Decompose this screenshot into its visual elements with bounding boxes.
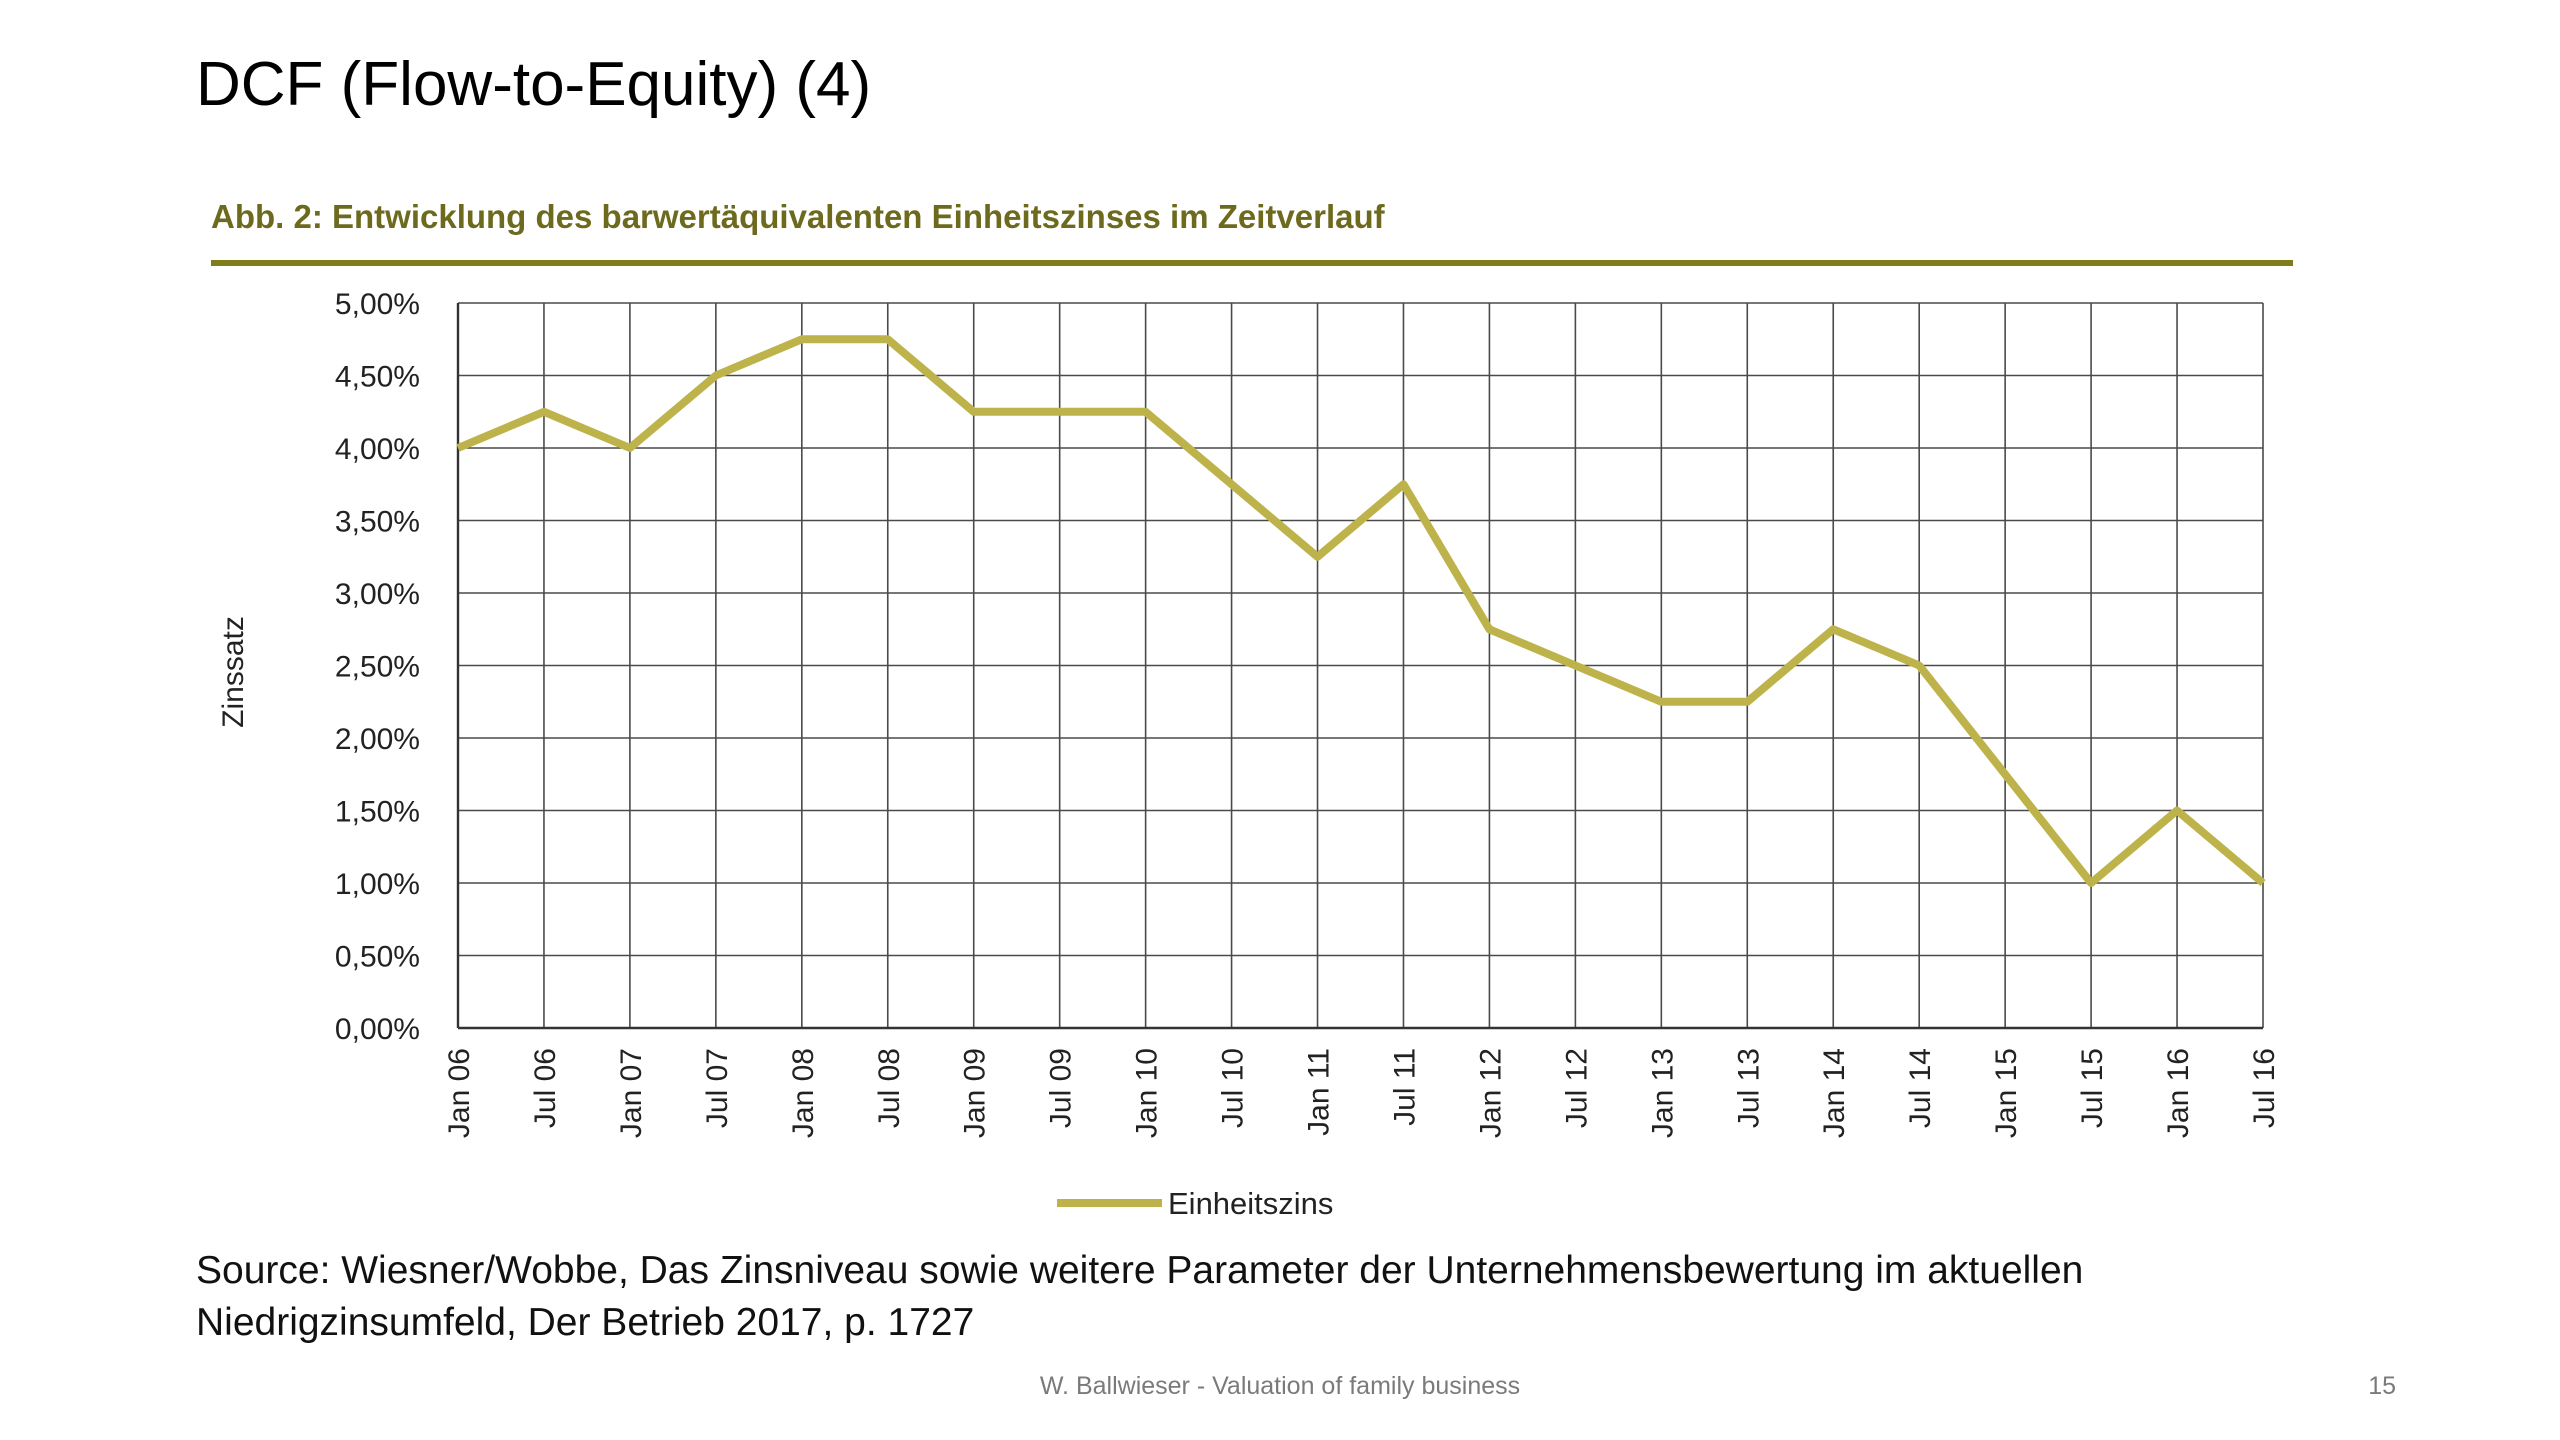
x-tick-label: Jul 15 <box>2076 1048 2109 1128</box>
y-tick-label: 1,00% <box>335 868 420 901</box>
y-tick-label: 3,50% <box>335 506 420 539</box>
x-tick-label: Jul 07 <box>701 1048 734 1128</box>
x-tick-label: Jan 11 <box>1303 1048 1336 1136</box>
x-tick-label: Jan 09 <box>959 1048 992 1138</box>
chart-grid <box>456 302 2264 1030</box>
x-tick-label: Jan 10 <box>1131 1048 1164 1138</box>
x-tick-label: Jul 11 <box>1388 1048 1421 1126</box>
y-tick-label: 1,50% <box>335 796 420 829</box>
x-tick-label: Jul 06 <box>529 1048 562 1128</box>
series-layer <box>456 335 2266 887</box>
x-tick-label: Jan 13 <box>1646 1048 1679 1138</box>
x-tick-label: Jan 14 <box>1818 1048 1851 1138</box>
legend: Einheitszins <box>1057 1186 1333 1221</box>
x-tick-label: Jul 16 <box>2248 1048 2281 1128</box>
x-tick-label: Jan 12 <box>1474 1048 1507 1138</box>
source-line-1: Source: Wiesner/Wobbe, Das Zinsniveau so… <box>196 1249 2084 1292</box>
y-axis-label: Zinssatz <box>217 616 250 728</box>
line-chart: 0,00% 0,50% 1,00% 1,50% 2,00% 2,50% 3,00% 3,50%… <box>217 288 2281 1221</box>
source-citation: Source: Wiesner/Wobbe, Das Zinsniveau so… <box>196 1245 2396 1349</box>
y-tick-label: 4,50% <box>335 361 420 394</box>
chart-title: Abb. 2: Entwicklung des barwertäquivalen… <box>211 198 1385 235</box>
slide-title: DCF (Flow-to-Equity) (4) <box>196 50 872 119</box>
x-tick-label: Jul 13 <box>1732 1048 1765 1128</box>
y-tick-label: 0,00% <box>335 1013 420 1046</box>
y-tick-label: 2,50% <box>335 651 420 684</box>
y-axis-ticks: 0,00% 0,50% 1,00% 1,50% 2,00% 2,50% 3,00% 3,50%… <box>335 288 420 1046</box>
page-number: 15 <box>2368 1372 2396 1400</box>
x-tick-label: Jul 08 <box>873 1048 906 1128</box>
y-tick-label: 4,00% <box>335 433 420 466</box>
x-axis-ticks: Jan 06 Jul 06 Jan 07 Jul 07 Jan 08 Jul 08 Jan … <box>443 1048 2281 1138</box>
x-tick-label: Jul 14 <box>1904 1048 1937 1128</box>
y-tick-label: 5,00% <box>335 288 420 321</box>
x-tick-label: Jul 12 <box>1560 1048 1593 1128</box>
x-tick-label: Jan 16 <box>2162 1048 2195 1138</box>
series-line <box>456 335 2266 887</box>
y-tick-label: 3,00% <box>335 578 420 611</box>
footer-text: W. Ballwieser - Valuation of family busi… <box>1039 1372 1521 1400</box>
x-tick-label: Jul 09 <box>1045 1048 1078 1128</box>
caption-rule <box>211 260 2293 266</box>
x-tick-label: Jan 07 <box>615 1048 648 1138</box>
source-line-2: Niedrigzinsumfeld, Der Betrieb 2017, p. … <box>196 1301 975 1344</box>
x-tick-label: Jan 08 <box>787 1048 820 1138</box>
x-tick-label: Jan 15 <box>1990 1048 2023 1138</box>
x-tick-label: Jul 10 <box>1217 1048 1250 1128</box>
legend-label: Einheitszins <box>1168 1186 1333 1221</box>
y-tick-label: 2,00% <box>335 723 420 756</box>
y-tick-label: 0,50% <box>335 941 420 974</box>
x-tick-label: Jan 06 <box>443 1048 476 1138</box>
